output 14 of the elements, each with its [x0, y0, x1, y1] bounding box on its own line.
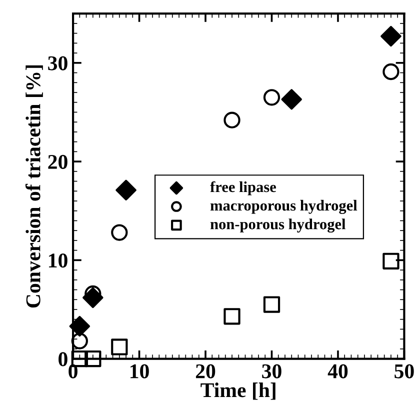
legend-label: non-porous hydrogel [210, 218, 346, 233]
x-tick-label: 30 [262, 364, 282, 378]
x-tick-label: 50 [394, 364, 414, 378]
y-tick-label: 20 [48, 154, 68, 169]
y-tick-label: 30 [48, 56, 68, 70]
legend-label: macroporous hydrogel [210, 200, 358, 214]
x-tick-label: 40 [328, 364, 348, 378]
x-tick-label: 20 [196, 364, 216, 378]
legend-label: free lipase [210, 181, 276, 196]
x-axis-title: Time [h] [200, 382, 276, 400]
y-tick-label: 0 [58, 352, 68, 366]
y-axis-title: Conversion of triacetin [%] [25, 65, 43, 308]
y-tick-label: 10 [49, 254, 68, 268]
x-tick-label: 10 [130, 364, 149, 378]
